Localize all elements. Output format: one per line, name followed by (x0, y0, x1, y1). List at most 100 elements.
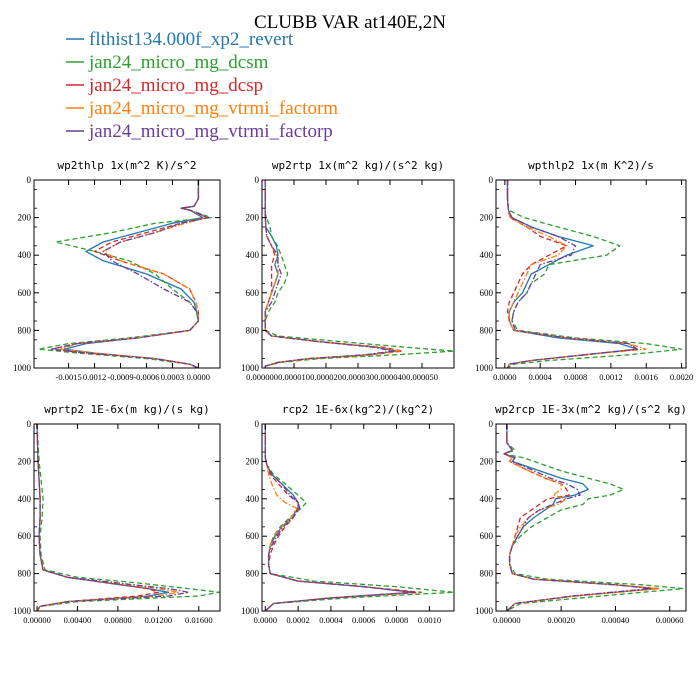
x-tick-label: 0.0008 (564, 372, 587, 382)
x-tick-label: 0.000030 (342, 372, 374, 382)
series-line-2 (503, 424, 684, 611)
x-tick-label: 0.00800 (104, 615, 132, 625)
y-tick-label: 400 (18, 494, 32, 504)
series-line-5 (264, 180, 394, 368)
series-line-1 (506, 180, 639, 368)
y-tick-label: 1000 (475, 606, 494, 616)
panel-6: wp2rcp 1E-3x(m^2 kg)/(s^2 kg)0 200 400 600 8… (475, 403, 687, 625)
chart-panels: wp2thlp 1x(m^2 K)/s^2 0 200 400 600 800 1000 -0… (13, 159, 693, 625)
legend: flthist134.000f_xp2_revertjan24_micro_mg… (66, 29, 338, 142)
y-tick-label: 0 (255, 419, 260, 429)
series-line-5 (36, 424, 190, 611)
legend-label-5: jan24_micro_mg_vtrmi_factorp (88, 121, 333, 142)
x-tick-label: 0.0000 (254, 615, 277, 625)
legend-label-4: jan24_micro_mg_vtrmi_factorm (88, 98, 338, 119)
panel-title: wp2rtp 1x(m^2 kg)/(s^2 kg) (272, 159, 444, 172)
y-tick-label: 0 (255, 175, 260, 185)
y-tick-label: 800 (18, 569, 32, 579)
y-tick-label: 0 (27, 419, 32, 429)
y-tick-label: 800 (246, 569, 260, 579)
series-line-3 (264, 180, 404, 368)
y-tick-label: 200 (246, 456, 260, 466)
y-tick-label: 200 (480, 213, 494, 223)
panel-1: wp2thlp 1x(m^2 K)/s^2 0 200 400 600 800 1000 -0… (13, 159, 221, 382)
x-tick-label: 0.0000 (493, 372, 516, 382)
figure-title: CLUBB VAR at140E,2N (254, 12, 446, 33)
plot-frame (261, 179, 455, 369)
series-line-1 (503, 424, 657, 611)
y-tick-label: 600 (480, 531, 494, 541)
series-line-2 (37, 180, 212, 368)
x-tick-label: 0.0012 (599, 372, 622, 382)
x-tick-label: 0.000020 (310, 372, 342, 382)
x-tick-label: 0.000050 (406, 372, 438, 382)
panel-title: wprtp2 1E-6x(m kg)/(s kg) (44, 403, 210, 416)
y-tick-label: 600 (18, 531, 32, 541)
x-tick-label: 0.0003 (161, 372, 184, 382)
series-line-5 (50, 180, 210, 368)
series-line-1 (36, 424, 170, 611)
plot-frame (261, 423, 455, 612)
y-tick-label: 400 (480, 494, 494, 504)
panel-3: wpthlp2 1x(m K^2)/s020040060080010000.00… (475, 159, 693, 382)
y-tick-label: 400 (480, 250, 494, 260)
panel-title: rcp2 1E-6x(kg^2)/(kg^2) (282, 403, 434, 416)
panel-title: wp2thlp 1x(m^2 K)/s^2 (57, 159, 196, 172)
y-tick-label: 0 (489, 419, 494, 429)
y-tick-label: 600 (18, 288, 32, 298)
x-tick-label: 0.01600 (185, 615, 213, 625)
x-tick-label: 0.00400 (64, 615, 92, 625)
x-tick-label: 0.0008 (385, 615, 408, 625)
x-tick-label: -0.0009 (107, 372, 133, 382)
series-line-4 (264, 180, 401, 368)
series-line-5 (506, 180, 639, 368)
panel-title: wpthlp2 1x(m K^2)/s (528, 159, 654, 172)
panel-4: wprtp2 1E-6x(m kg)/(s kg) 0 200 400 600 800 10… (13, 403, 221, 625)
x-tick-label: 0.00060 (656, 615, 684, 625)
series-line-2 (264, 424, 454, 611)
y-tick-label: 400 (246, 494, 260, 504)
x-tick-label: 0.0020 (670, 372, 693, 382)
series-line-1 (264, 180, 398, 368)
plot-frame (495, 423, 687, 612)
y-tick-label: 1000 (241, 606, 260, 616)
x-tick-label: 0.0002 (286, 615, 309, 625)
plot-frame (33, 179, 221, 369)
y-tick-label: 800 (480, 569, 494, 579)
y-tick-label: 800 (480, 325, 494, 335)
panel-5: rcp2 1E-6x(kg^2)/(kg^2) 0 200 400 600 800 1000… (241, 403, 455, 625)
y-tick-label: 200 (480, 456, 494, 466)
y-tick-label: 800 (18, 325, 32, 335)
x-tick-label: 0.0004 (319, 615, 343, 625)
series-line-3 (503, 424, 660, 611)
x-tick-label: 0.0010 (418, 615, 441, 625)
series-line-3 (264, 424, 422, 611)
y-tick-label: 0 (489, 175, 494, 185)
x-tick-label: 0.000010 (278, 372, 310, 382)
y-tick-label: 400 (246, 250, 260, 260)
x-tick-label: 0.000000 (246, 372, 278, 382)
series-line-5 (264, 424, 414, 611)
x-tick-label: -0.0006 (133, 372, 159, 382)
y-tick-label: 1000 (13, 606, 32, 616)
y-tick-label: 600 (246, 288, 260, 298)
y-tick-label: 800 (246, 325, 260, 335)
series-line-2 (36, 424, 220, 611)
x-tick-label: 0.0016 (635, 372, 658, 382)
y-tick-label: 600 (246, 531, 260, 541)
y-tick-label: 200 (246, 213, 260, 223)
x-tick-label: -0.0015 (55, 372, 81, 382)
x-tick-label: 0.00040 (602, 615, 630, 625)
y-tick-label: 600 (480, 288, 494, 298)
series-line-4 (503, 424, 660, 611)
legend-label-2: jan24_micro_mg_dcsm (88, 52, 269, 73)
series-line-5 (503, 424, 652, 611)
y-tick-label: 0 (27, 175, 32, 185)
plot-frame (495, 179, 687, 369)
x-tick-label: 0.00020 (547, 615, 575, 625)
x-tick-label: 0.00000 (493, 615, 521, 625)
y-tick-label: 1000 (475, 363, 494, 373)
series-line-2 (264, 180, 454, 368)
panel-2: wp2rtp 1x(m^2 kg)/(s^2 kg) 0 200 400 600 800 1… (241, 159, 455, 382)
